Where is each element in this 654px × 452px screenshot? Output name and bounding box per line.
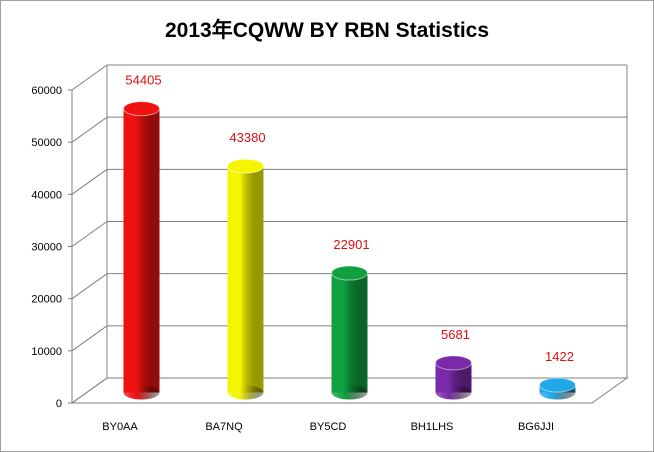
bar-top — [539, 377, 576, 393]
y-tick-label: 60000 — [31, 85, 62, 97]
data-label: 22901 — [333, 237, 369, 252]
bar-top — [123, 101, 160, 117]
y-tick-label: 0 — [56, 398, 62, 410]
x-tick-label: BH1LHS — [411, 421, 454, 433]
bar-BG6JJI — [539, 377, 576, 400]
gridline-side — [71, 64, 108, 91]
y-tick-label: 20000 — [31, 294, 62, 306]
x-tick-label: BY0AA — [102, 421, 138, 433]
y-tick-label: 40000 — [31, 189, 62, 201]
gridline-side — [71, 221, 108, 247]
gridline-side — [71, 168, 108, 195]
data-label: 5681 — [441, 327, 470, 342]
bar-bottom — [123, 385, 160, 400]
bar-top — [435, 355, 472, 371]
bar-BY5CD — [331, 265, 368, 400]
bar-bottom — [435, 385, 472, 400]
bar-shade — [331, 273, 368, 393]
data-label: 54405 — [125, 73, 161, 88]
bar-bottom — [227, 385, 264, 400]
data-label: 1422 — [545, 349, 574, 364]
y-tick-label: 30000 — [31, 242, 62, 254]
bar-BH1LHS — [435, 355, 472, 400]
y-tick-label: 50000 — [31, 137, 62, 149]
x-tick-label: BY5CD — [310, 421, 347, 433]
bar-shade — [227, 166, 264, 393]
chart-title: 2013年CQWW BY RBN Statistics — [164, 19, 490, 42]
gridline-side — [71, 325, 108, 352]
bar-BY0AA — [123, 101, 160, 400]
bar-top — [331, 265, 368, 281]
x-tick-label: BG6JJI — [518, 421, 554, 433]
bar-top — [227, 158, 264, 174]
gridline-side — [71, 116, 108, 143]
bar-bottom — [331, 385, 368, 400]
bar-shade — [123, 108, 160, 393]
gridline-side — [71, 273, 108, 300]
x-tick-label: BA7NQ — [205, 421, 243, 433]
bar-BA7NQ — [227, 158, 264, 400]
y-tick-label: 10000 — [31, 346, 62, 358]
data-label: 43380 — [229, 130, 265, 145]
gridline-side — [71, 377, 108, 404]
